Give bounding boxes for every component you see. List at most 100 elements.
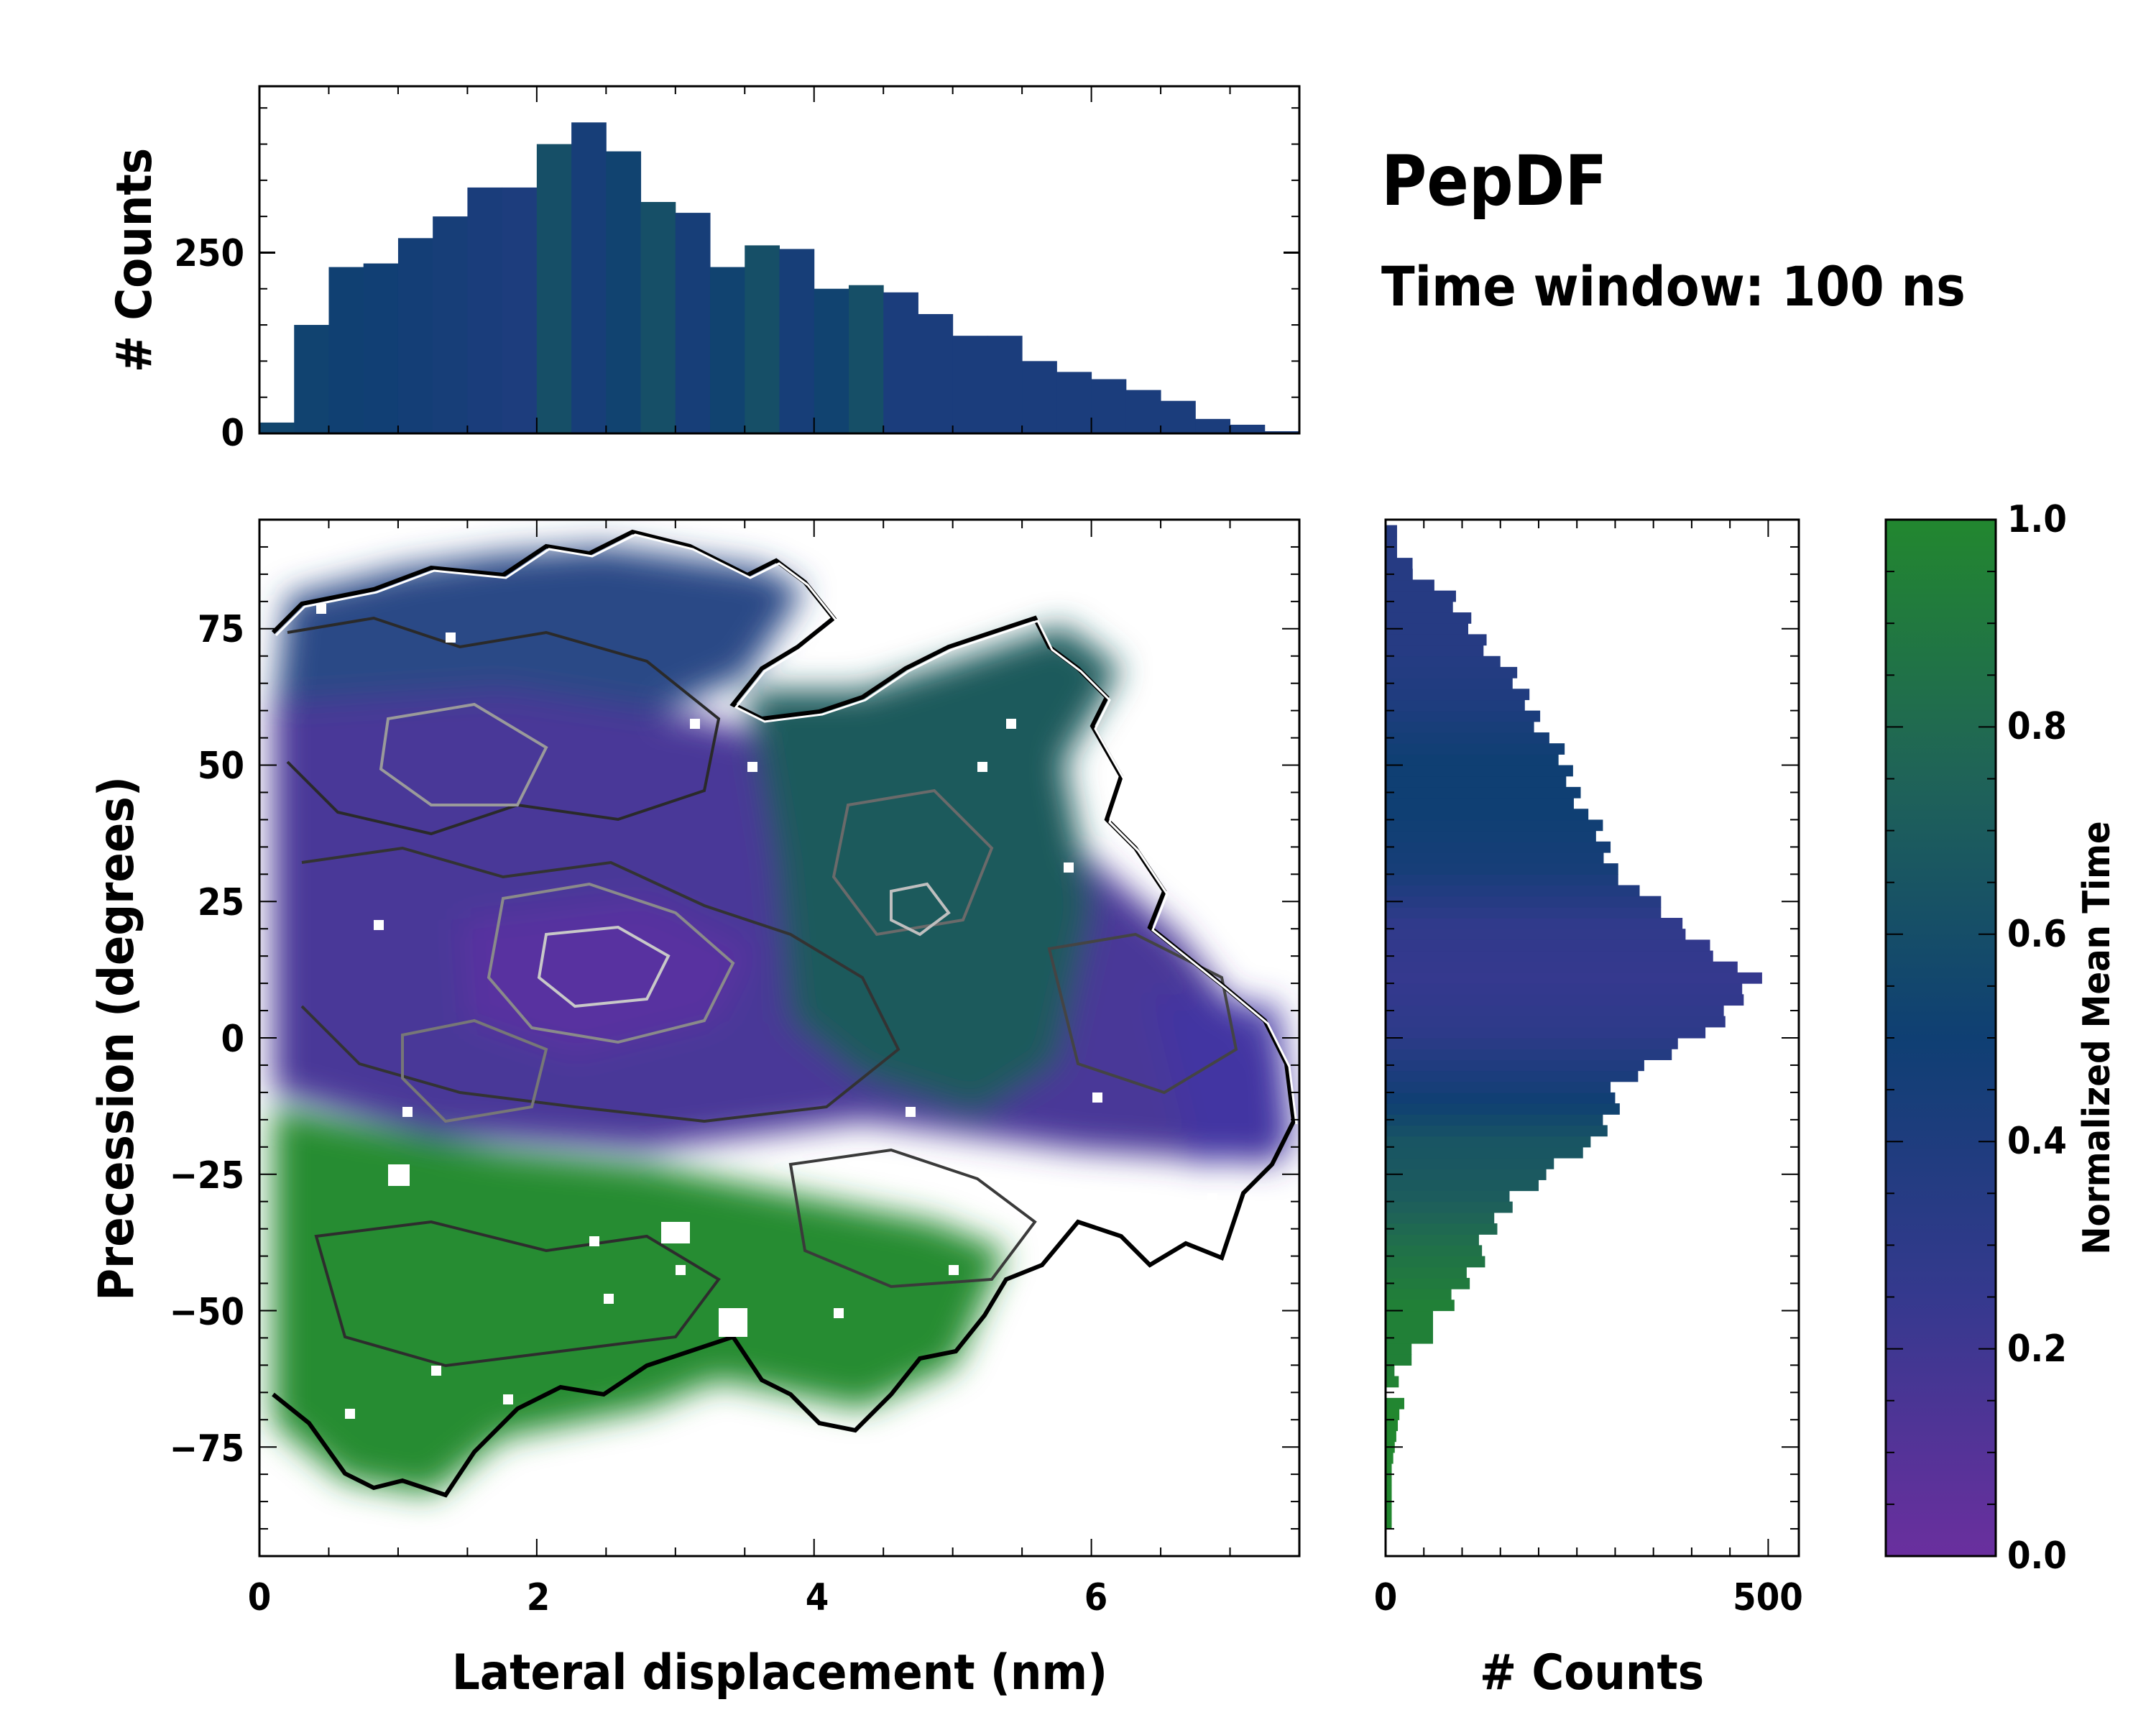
main-ytick-0: 0 <box>221 1018 244 1061</box>
heatmap-fill <box>273 546 1294 1495</box>
right-bar <box>1386 918 1683 929</box>
main-ytick-neg25: −25 <box>170 1154 244 1197</box>
top-bar <box>675 213 711 433</box>
top-bar <box>1056 372 1092 433</box>
top-ytick-0: 0 <box>221 412 244 455</box>
right-bar <box>1386 525 1397 537</box>
chart-title: PepDF <box>1381 141 1607 221</box>
top-histogram: 0 250 # Counts <box>106 85 1301 455</box>
chart-subtitle: Time window: 100 ns <box>1381 254 1966 318</box>
right-bar <box>1386 579 1434 592</box>
main-ytick-75: 75 <box>198 608 244 651</box>
right-bar <box>1386 601 1453 613</box>
right-bar <box>1386 743 1565 755</box>
colorbar-tick-0.4: 0.4 <box>2007 1120 2067 1163</box>
colorbar: 0.0 0.2 0.4 0.6 0.8 1.0 Normalized Mean … <box>1884 498 2119 1578</box>
right-bar <box>1386 699 1525 712</box>
top-bar <box>814 288 849 433</box>
right-bar <box>1386 798 1574 809</box>
right-bar <box>1386 1081 1611 1093</box>
colorbar-tick-1.0: 1.0 <box>2007 498 2067 541</box>
right-histogram-bars <box>1386 525 1762 1530</box>
top-bar <box>606 151 642 433</box>
right-bar <box>1386 1289 1452 1300</box>
right-bar <box>1386 558 1413 569</box>
contour-lines <box>286 616 1238 1368</box>
top-bar <box>952 336 988 433</box>
top-bar <box>1264 431 1300 433</box>
right-bar <box>1386 634 1487 646</box>
top-bar <box>1091 379 1127 433</box>
top-bar <box>987 336 1023 433</box>
top-bar <box>1161 400 1196 433</box>
right-bar <box>1386 994 1744 1006</box>
right-bar <box>1386 1136 1591 1148</box>
top-bar <box>294 325 329 433</box>
colorbar-label: Normalized Mean Time <box>2076 821 2119 1254</box>
colorbar-tick-0.0: 0.0 <box>2007 1535 2067 1578</box>
right-bar <box>1386 863 1618 875</box>
right-bar <box>1386 1016 1726 1028</box>
main-xtick-6: 6 <box>1084 1576 1108 1619</box>
right-bar <box>1386 1125 1608 1137</box>
top-bar <box>1230 424 1266 433</box>
right-bar <box>1386 1103 1620 1115</box>
right-histogram: 0 500 # Counts <box>1374 518 1803 1701</box>
top-bar <box>710 267 745 433</box>
right-bar <box>1386 896 1662 908</box>
top-histogram-frame <box>258 85 1301 435</box>
right-bar <box>1386 645 1484 657</box>
main-xlabel: Lateral displacement (nm) <box>452 1644 1107 1701</box>
right-bar <box>1386 754 1559 766</box>
right-bar <box>1386 1190 1510 1202</box>
right-bar <box>1386 1026 1706 1039</box>
right-bar <box>1386 906 1662 919</box>
right-bar <box>1386 1452 1393 1464</box>
right-bar <box>1386 1059 1644 1072</box>
top-bar <box>1125 390 1161 433</box>
right-bar <box>1386 1245 1483 1257</box>
right-bar <box>1386 874 1618 886</box>
right-bar <box>1386 830 1596 842</box>
right-bar <box>1386 1266 1467 1279</box>
right-bar <box>1386 1365 1395 1377</box>
main-xtick-0: 0 <box>248 1576 272 1619</box>
right-bar <box>1386 623 1468 635</box>
right-bar <box>1386 612 1472 624</box>
empty-bins <box>316 604 1217 1419</box>
top-bar <box>502 187 538 433</box>
right-bar <box>1386 786 1581 799</box>
top-ytick-250: 250 <box>174 232 244 275</box>
right-bar <box>1386 1332 1434 1344</box>
right-xtick-0: 0 <box>1374 1576 1398 1619</box>
top-bar <box>328 267 364 433</box>
right-bar <box>1386 710 1541 722</box>
top-histogram-ylabel: # Counts <box>106 148 163 372</box>
right-bar <box>1386 1485 1392 1497</box>
right-bar <box>1386 983 1743 995</box>
right-bar <box>1386 1354 1412 1366</box>
right-bar <box>1386 1517 1392 1530</box>
heatmap-body <box>271 529 1298 1498</box>
right-bar <box>1386 939 1710 952</box>
right-bar <box>1386 1223 1498 1235</box>
right-bar <box>1386 1070 1639 1082</box>
top-bar <box>536 144 572 433</box>
annotation: PepDF Time window: 100 ns <box>1381 141 1966 318</box>
right-bar <box>1386 1092 1616 1104</box>
right-bar <box>1386 1463 1392 1475</box>
colorbar-ticks <box>1886 519 1996 1557</box>
right-bar <box>1386 721 1534 733</box>
right-bar <box>1386 852 1604 864</box>
colorbar-tick-0.2: 0.2 <box>2007 1328 2067 1371</box>
top-bar <box>779 249 815 433</box>
colorbar-tick-0.8: 0.8 <box>2007 705 2067 748</box>
right-bar <box>1386 1179 1539 1192</box>
right-histogram-xlabel: # Counts <box>1480 1644 1704 1701</box>
right-bar <box>1386 732 1549 744</box>
right-bar <box>1386 590 1456 602</box>
right-bar <box>1386 569 1413 581</box>
main-xtick-4: 4 <box>806 1576 829 1619</box>
right-bar <box>1386 546 1397 558</box>
